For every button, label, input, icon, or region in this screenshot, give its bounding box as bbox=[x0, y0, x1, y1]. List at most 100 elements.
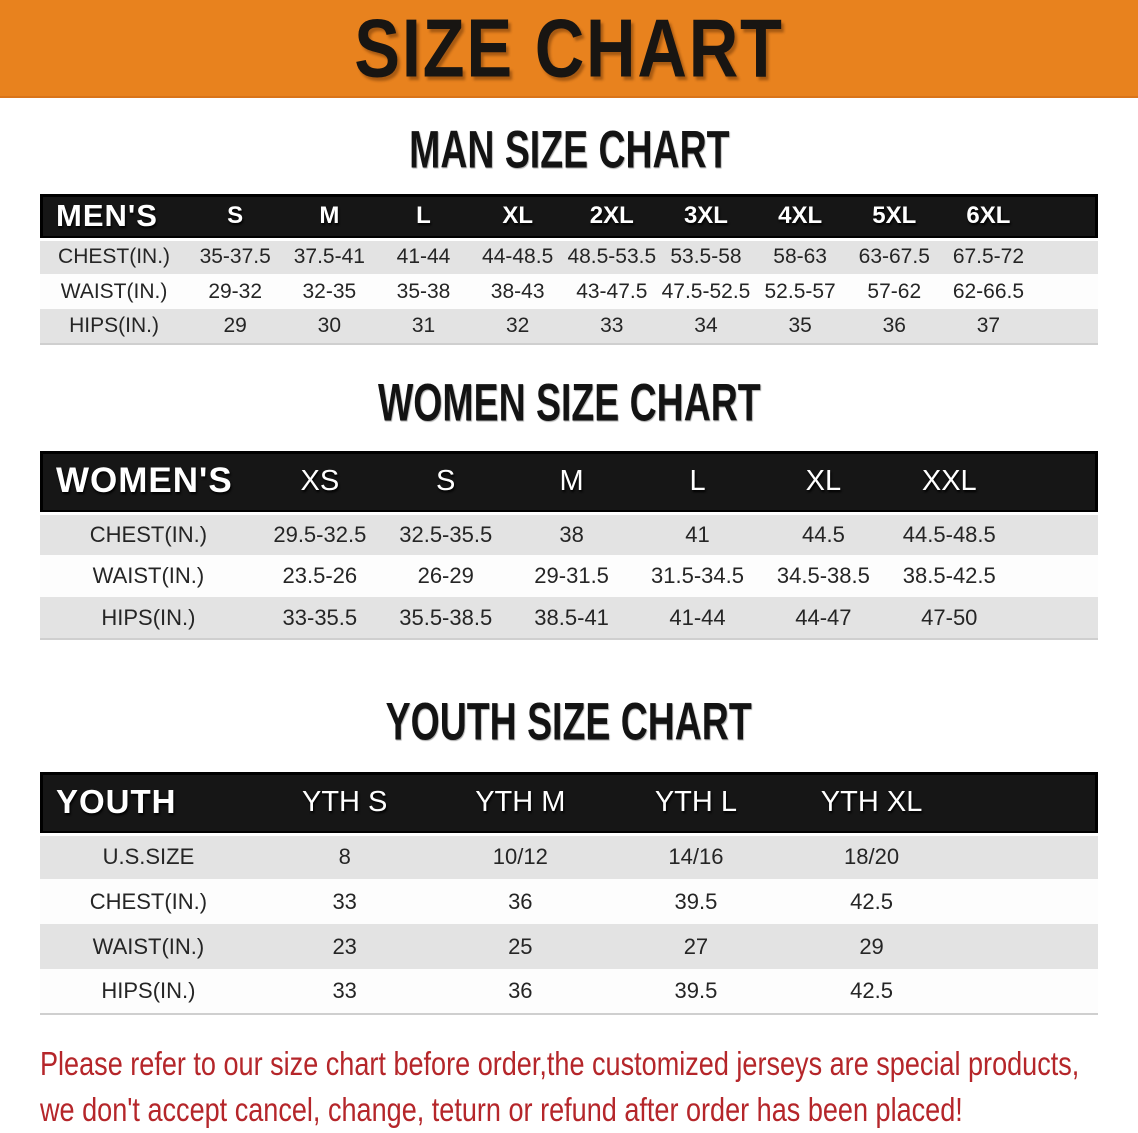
table-row-hips-in: HIPS(IN.) 29 30 31 32 33 34 35 36 37 bbox=[40, 309, 1098, 344]
column-header-yth-s: YTH S bbox=[301, 785, 388, 818]
disclaimer-line2: we don't accept cancel, change, teturn o… bbox=[40, 1091, 963, 1128]
row-filler bbox=[1035, 237, 1098, 274]
banner-title: SIZE CHART bbox=[354, 0, 784, 95]
size-cell: 44.5 bbox=[760, 511, 887, 555]
column-header-yth-l: YTH L bbox=[654, 785, 738, 818]
size-cell: 41-44 bbox=[376, 237, 471, 274]
column-header-m: M bbox=[559, 464, 584, 497]
row-label: U.S.SIZE bbox=[40, 832, 257, 879]
column-header-xl: XL bbox=[805, 464, 842, 497]
size-cell: 58-63 bbox=[753, 237, 848, 274]
row-filler bbox=[1012, 597, 1098, 639]
section-men-s: MAN SIZE CHART MEN'S S M L XL 2XL 3XL 4XL 5XL 6XL C… bbox=[0, 121, 1138, 345]
size-cell: 38.5-42.5 bbox=[902, 563, 996, 588]
size-cell: 33 bbox=[332, 888, 357, 914]
size-cell: 39.5 bbox=[674, 888, 718, 914]
header-filler bbox=[1012, 451, 1098, 513]
row-filler bbox=[1036, 274, 1098, 309]
section-heading: YOUTH SIZE CHART bbox=[0, 695, 1138, 750]
table-row-hips-in: HIPS(IN.) 33-35.5 35.5-38.5 38.5-41 41-44 44-… bbox=[40, 597, 1098, 639]
size-cell: 37.5-41 bbox=[282, 237, 377, 274]
size-cell: 33-35.5 bbox=[282, 604, 358, 630]
size-cell: 43-47.5 bbox=[576, 279, 648, 303]
table-corner-label: YOUTH bbox=[56, 783, 177, 821]
women-s-size-table: WOMEN'S XS S M L XL XXL CHEST(IN.) 29.5-32.5 32.5… bbox=[40, 451, 1098, 640]
table-corner-label: MEN'S bbox=[56, 197, 158, 233]
size-cell: 31.5-34.5 bbox=[651, 563, 744, 588]
row-label: WAIST(IN.) bbox=[92, 933, 205, 959]
column-header-l: L bbox=[416, 201, 431, 229]
column-header-6xl: 6XL bbox=[966, 201, 1011, 229]
size-cell: 35.5-38.5 bbox=[399, 604, 493, 630]
table-row-chest-in: CHEST(IN.) 29.5-32.5 32.5-35.5 38 41 44.5 44.5… bbox=[40, 511, 1098, 555]
column-header-5xl: 5XL bbox=[872, 201, 917, 229]
row-filler bbox=[959, 879, 1098, 924]
column-header-xl: XL bbox=[502, 201, 533, 229]
size-chart-banner: SIZE CHART bbox=[0, 0, 1138, 98]
row-label: HIPS(IN.) bbox=[69, 314, 159, 337]
size-cell: 35-38 bbox=[396, 279, 451, 303]
size-cell: 33 bbox=[332, 978, 357, 1003]
section-heading: MAN SIZE CHART bbox=[0, 121, 1138, 180]
size-cell: 41-44 bbox=[669, 604, 726, 630]
column-header-s: S bbox=[436, 464, 456, 497]
column-header-l: L bbox=[689, 464, 706, 497]
size-cell: 48.5-53.5 bbox=[564, 237, 659, 274]
row-label: CHEST(IN.) bbox=[89, 888, 208, 914]
disclaimer-line1: Please refer to our size chart before or… bbox=[40, 1045, 1080, 1082]
size-cell: 27 bbox=[683, 933, 709, 959]
column-header-xs: XS bbox=[300, 464, 340, 497]
size-cell: 23 bbox=[332, 933, 357, 959]
column-header-m: M bbox=[319, 201, 340, 229]
size-cell: 38.5-41 bbox=[534, 604, 609, 630]
size-cell: 36 bbox=[508, 888, 533, 914]
size-cell: 53.5-58 bbox=[658, 237, 754, 274]
youth-size-table: YOUTH YTH S YTH M YTH L YTH XL U.S.SIZE 8 10/12… bbox=[40, 772, 1098, 1015]
size-cell: 57-62 bbox=[867, 279, 922, 303]
size-cell: 47-50 bbox=[921, 604, 978, 630]
men-s-size-table: MEN'S S M L XL 2XL 3XL 4XL 5XL 6XL CHEST(IN.) 35-37… bbox=[40, 194, 1098, 345]
table-row-u-s-size: U.S.SIZE 8 10/12 14/16 18/20 bbox=[40, 832, 1098, 879]
size-cell: 30 bbox=[317, 314, 342, 337]
size-cell: 44-47 bbox=[795, 604, 852, 630]
size-cell: 29 bbox=[223, 314, 247, 337]
size-cell: 32.5-35.5 bbox=[382, 511, 509, 555]
column-header-s: S bbox=[227, 201, 244, 229]
size-cell: 62-66.5 bbox=[952, 279, 1025, 303]
size-cell: 38 bbox=[508, 511, 635, 555]
size-cell: 36 bbox=[508, 978, 533, 1003]
column-header-xxl: XXL bbox=[921, 464, 977, 497]
row-label: WAIST(IN.) bbox=[60, 279, 168, 303]
row-filler bbox=[1012, 555, 1098, 597]
size-cell: 18/20 bbox=[783, 832, 960, 879]
size-cell: 26-29 bbox=[417, 563, 474, 588]
table-header-row: WOMEN'S XS S M L XL XXL bbox=[40, 451, 1098, 513]
size-cell: 29-32 bbox=[208, 279, 263, 303]
size-cell: 47.5-52.5 bbox=[661, 279, 751, 303]
table-row-waist-in: WAIST(IN.) 29-32 32-35 35-38 38-43 43-47.5 47.… bbox=[40, 274, 1098, 309]
section-heading-text: WOMEN SIZE CHART bbox=[377, 374, 761, 433]
column-header-2xl: 2XL bbox=[589, 201, 634, 229]
column-header-yth-xl: YTH XL bbox=[820, 785, 923, 818]
size-cell: 38-43 bbox=[490, 279, 545, 303]
row-label: CHEST(IN.) bbox=[40, 511, 257, 555]
size-cell: 33 bbox=[600, 314, 624, 337]
size-cell: 36 bbox=[882, 314, 906, 337]
size-cell: 32-35 bbox=[302, 279, 357, 303]
row-filler bbox=[959, 924, 1098, 969]
column-header-3xl: 3XL bbox=[683, 201, 728, 229]
size-cell: 31 bbox=[411, 314, 436, 337]
table-row-waist-in: WAIST(IN.) 23 25 27 29 bbox=[40, 924, 1098, 969]
size-cell: 41 bbox=[634, 511, 761, 555]
size-cell: 39.5 bbox=[674, 978, 718, 1003]
section-youth: YOUTH SIZE CHART YOUTH YTH S YTH M YTH L YTH … bbox=[0, 695, 1138, 1015]
size-cell: 14/16 bbox=[608, 832, 784, 879]
section-heading-text: MAN SIZE CHART bbox=[408, 121, 730, 180]
header-filler bbox=[1036, 194, 1098, 239]
size-cell: 29-31.5 bbox=[534, 563, 609, 588]
row-filler bbox=[1036, 309, 1098, 344]
size-cell: 32 bbox=[505, 314, 530, 337]
row-label: CHEST(IN.) bbox=[40, 237, 189, 274]
column-header-4xl: 4XL bbox=[778, 201, 823, 229]
table-row-chest-in: CHEST(IN.) 33 36 39.5 42.5 bbox=[40, 879, 1098, 924]
